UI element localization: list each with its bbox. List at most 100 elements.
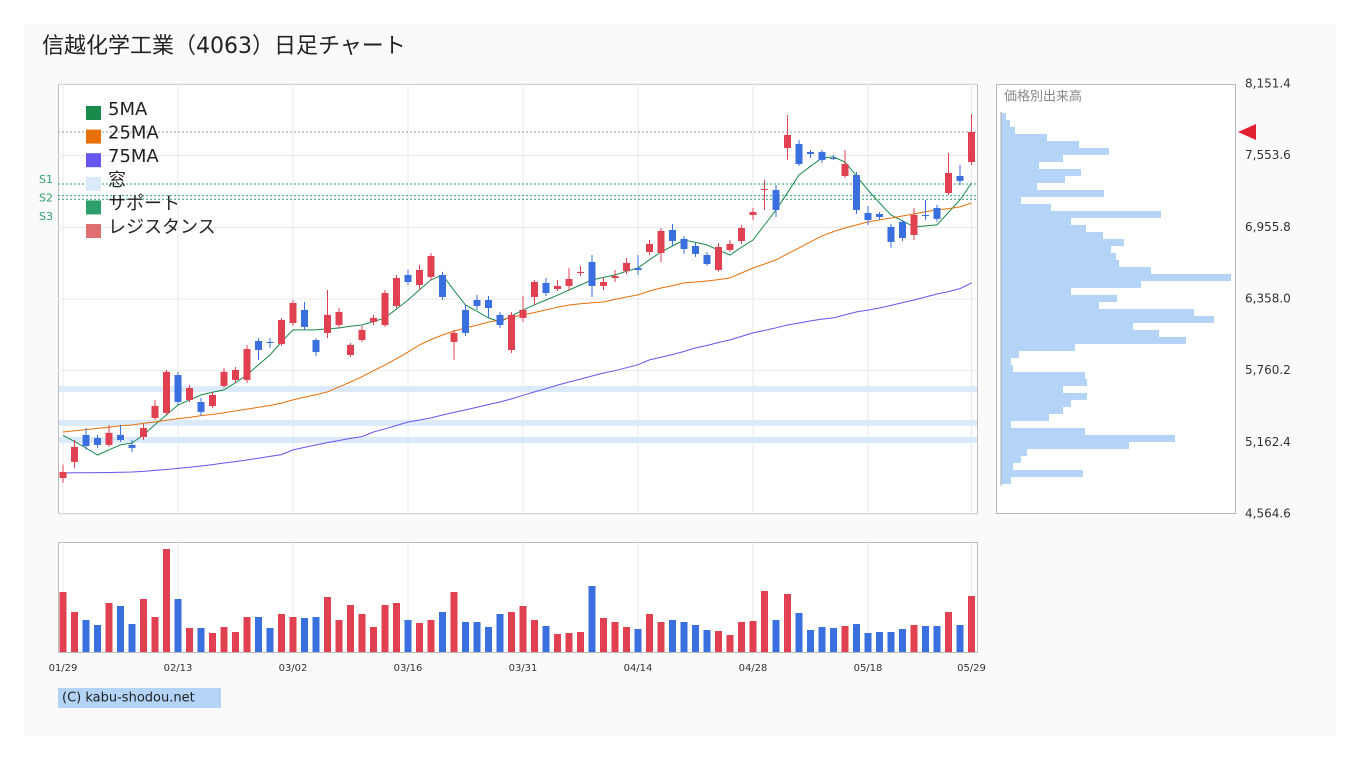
volume-bar [761, 591, 768, 652]
profile-bar [1001, 316, 1214, 323]
candle-body [646, 243, 653, 253]
profile-bar [1001, 427, 1085, 435]
volume-bar [703, 630, 711, 652]
candle-body [347, 344, 354, 355]
profile-bar [1001, 392, 1087, 400]
candle-body [174, 375, 182, 402]
legend-label: 5MA [108, 99, 148, 120]
volume-bar [485, 627, 492, 652]
candle-body [427, 255, 435, 277]
y-tick-label: 7,553.6 [1245, 148, 1291, 162]
candle-body [749, 211, 757, 215]
volume-bar [853, 624, 860, 652]
profile-bar [1001, 161, 1039, 169]
gap-band [59, 419, 977, 426]
volume-bar [956, 625, 964, 652]
volume-bar [945, 612, 952, 652]
volume-bar [128, 624, 136, 652]
candle-body [105, 432, 113, 445]
x-tick-label: 02/13 [164, 663, 193, 674]
gap-band [59, 436, 977, 443]
candle-body [726, 243, 734, 250]
candle-body [531, 281, 538, 297]
profile-bar [1001, 442, 1129, 449]
profile-bar [1001, 337, 1186, 344]
candle-body [669, 229, 676, 241]
candle-body [703, 255, 711, 264]
volume-bar [795, 613, 803, 652]
candle-body [818, 152, 826, 160]
y-tick-label: 8,151.4 [1245, 77, 1291, 91]
volume-bar [393, 603, 400, 652]
profile-bar [1001, 112, 1006, 120]
volume-bar [82, 620, 90, 652]
candle-body [266, 341, 274, 343]
candle-body [94, 437, 101, 445]
legend-label: サポート [108, 193, 180, 214]
volume-bar [232, 632, 239, 652]
profile-bar [1001, 378, 1087, 387]
price-marker [1238, 124, 1256, 141]
legend-label: 25MA [108, 123, 159, 144]
volume-bar [151, 617, 159, 652]
candle-body [692, 246, 699, 254]
volume-bar [968, 596, 975, 652]
profile-bar [1001, 182, 1037, 190]
legend-swatch [86, 176, 101, 191]
x-tick-label: 05/29 [957, 663, 986, 674]
candle-body [289, 302, 297, 323]
candle-body [381, 293, 389, 326]
candle-body [117, 434, 124, 440]
candle-body [370, 317, 377, 322]
candle-body [853, 175, 860, 210]
legend-swatch [86, 129, 101, 144]
candle-body [577, 271, 584, 273]
profile-bar [1001, 217, 1071, 225]
profile-bar [1001, 294, 1117, 302]
x-tick-label: 04/14 [624, 663, 653, 674]
volume-bar [496, 614, 504, 652]
candle-body [876, 214, 883, 217]
candle-body [301, 309, 308, 327]
volume-bar [381, 605, 389, 652]
profile-bar [1001, 246, 1111, 253]
volume-bar [209, 633, 216, 652]
candle-body [439, 275, 446, 297]
volume-bar [910, 625, 918, 652]
candle-body [485, 299, 492, 308]
volume-bar [933, 626, 941, 652]
candle-body [243, 348, 251, 380]
candle-body [542, 282, 550, 294]
candle-body [186, 387, 193, 400]
candle-body [956, 175, 964, 181]
legend-swatch [86, 106, 101, 120]
profile-bar [1001, 266, 1151, 274]
profile-bar [1001, 301, 1099, 309]
volume-bar [427, 620, 435, 652]
volume-bar [462, 622, 469, 652]
profile-bar [1001, 224, 1086, 232]
profile-bar [1001, 196, 1021, 204]
candle-body [393, 278, 400, 306]
volume-bar [450, 592, 458, 652]
support-label: S2 [39, 192, 53, 205]
profile-bar [1001, 477, 1011, 484]
support-label: S1 [39, 173, 53, 186]
profile-bar [1001, 273, 1231, 282]
volume-bar [876, 632, 883, 652]
legend-swatch [86, 224, 101, 238]
volume-bar [807, 630, 814, 652]
profile-bar [1001, 147, 1109, 155]
candle-body [600, 281, 607, 286]
profile-bar [1001, 168, 1081, 176]
volume-bar [266, 628, 274, 652]
profile-bar [1001, 463, 1013, 470]
profile-bar [1001, 351, 1019, 358]
legend-label: 75MA [108, 146, 159, 167]
volume-bar [335, 620, 343, 652]
volume-bar [289, 617, 297, 652]
candle-body [841, 164, 849, 176]
volume-bar [726, 635, 734, 652]
candle-body [680, 238, 688, 250]
volume-bar [255, 617, 262, 652]
